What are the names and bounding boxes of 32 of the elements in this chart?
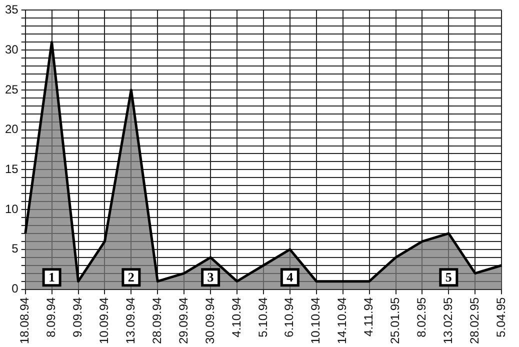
x-tick-label: 28.09.94 bbox=[150, 296, 164, 344]
annotation: 2 bbox=[128, 270, 134, 285]
x-tick-label: 14.10.94 bbox=[335, 296, 350, 344]
x-tick-label: 9.09.94 bbox=[70, 296, 85, 338]
x-tick-label: 10.10.94 bbox=[308, 296, 323, 344]
x-tick-label: 13.02.95 bbox=[440, 296, 455, 344]
x-tick-label: 13.09.94 bbox=[123, 296, 138, 344]
annotation: 3 bbox=[207, 270, 214, 285]
y-tick-label: 25 bbox=[4, 82, 19, 96]
y-tick-label: 5 bbox=[12, 242, 19, 256]
x-tick-label: 30.09.94 bbox=[202, 296, 217, 344]
x-tick-label: 5.10.94 bbox=[256, 296, 270, 338]
annotation: 4 bbox=[286, 270, 294, 285]
y-tick-label: 30 bbox=[4, 42, 19, 56]
annotation: 5 bbox=[445, 270, 452, 285]
y-tick-label: 10 bbox=[4, 202, 19, 216]
x-tick-label: 4.10.94 bbox=[229, 296, 244, 338]
x-tick-label: 18.08.94 bbox=[18, 296, 32, 344]
x-tick-label: 25.01.95 bbox=[388, 296, 402, 344]
y-tick-label: 35 bbox=[4, 2, 19, 17]
x-tick-label: 6.10.94 bbox=[282, 296, 296, 338]
x-tick-label: 8.02.95 bbox=[414, 296, 429, 338]
x-tick-label: 5.04.95 bbox=[494, 296, 508, 338]
x-tick-label: 29.09.94 bbox=[176, 296, 190, 344]
annotation: 1 bbox=[48, 270, 56, 285]
y-tick-label: 0 bbox=[12, 282, 19, 296]
x-tick-label: 10.09.94 bbox=[97, 296, 112, 344]
y-tick-label: 20 bbox=[4, 122, 19, 136]
y-tick-label: 15 bbox=[4, 162, 19, 176]
x-tick-label: 8.09.94 bbox=[44, 296, 58, 338]
x-tick-label: 28.02.95 bbox=[467, 296, 482, 344]
x-tick-label: 4.11.94 bbox=[362, 296, 376, 336]
